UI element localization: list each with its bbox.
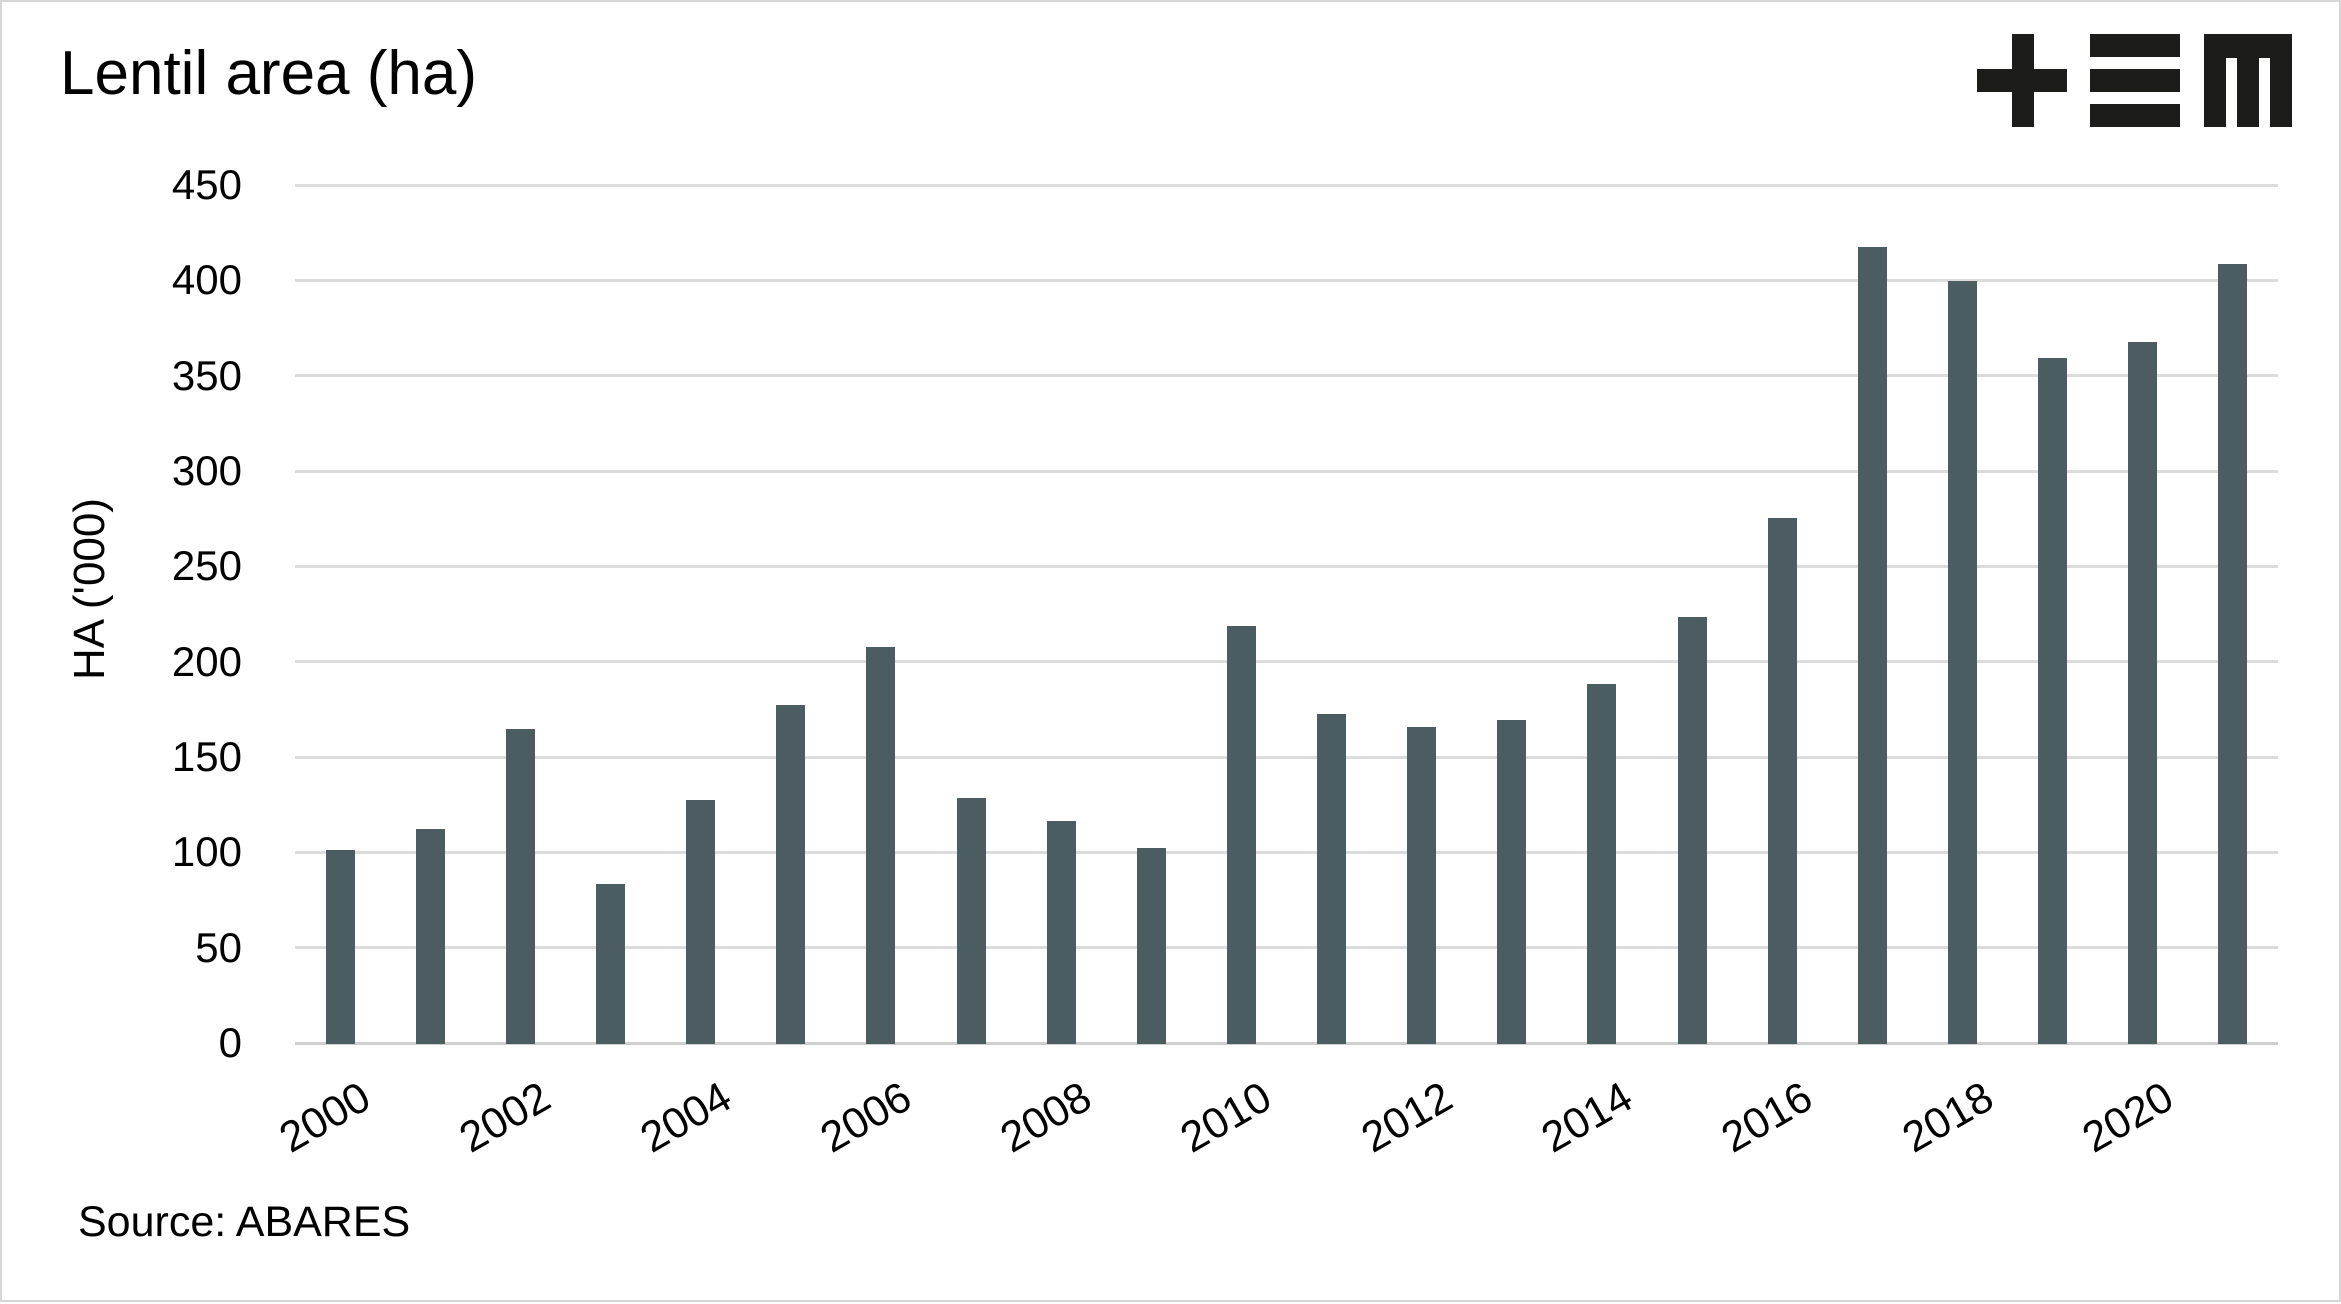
bar-2018 xyxy=(1948,281,1978,1044)
bar-2009 xyxy=(1136,848,1166,1044)
gridline xyxy=(295,850,2278,854)
gridline xyxy=(295,278,2278,282)
bar-2013 xyxy=(1497,720,1527,1044)
x-tick-label: 2006 xyxy=(812,1072,920,1163)
bar-2019 xyxy=(2038,358,2068,1044)
bar-2005 xyxy=(776,705,806,1044)
bar-2020 xyxy=(2128,342,2158,1044)
bar-2002 xyxy=(505,729,535,1044)
bar-2007 xyxy=(956,798,986,1044)
bar-2003 xyxy=(595,884,625,1044)
x-axis-line xyxy=(295,1041,2278,1045)
y-tick-label: 50 xyxy=(195,923,242,971)
y-axis-label: HA ('000) xyxy=(65,497,114,681)
x-tick-label: 2014 xyxy=(1533,1072,1641,1163)
x-tick-label: 2000 xyxy=(271,1072,379,1163)
gridline xyxy=(295,183,2278,187)
x-tick-label: 2012 xyxy=(1353,1072,1461,1163)
y-tick-label: 200 xyxy=(171,637,242,685)
x-tick-label: 2002 xyxy=(451,1072,559,1163)
bar-2021 xyxy=(2218,264,2248,1044)
triple-bar-icon xyxy=(2090,34,2180,127)
source-note: Source: ABARES xyxy=(78,1198,411,1246)
y-tick-label: 150 xyxy=(171,733,242,780)
plus-icon xyxy=(1977,34,2067,127)
x-tick-label: 2016 xyxy=(1713,1072,1821,1163)
gridline xyxy=(295,469,2278,473)
bar-2011 xyxy=(1317,714,1347,1044)
x-tick-label: 2010 xyxy=(1173,1072,1280,1163)
bar-2004 xyxy=(686,800,716,1044)
bar-2015 xyxy=(1677,617,1707,1044)
bar-2008 xyxy=(1046,821,1076,1044)
gridline xyxy=(295,374,2278,378)
m-glyph-icon xyxy=(2204,34,2292,127)
bar-2000 xyxy=(325,850,355,1044)
bar-2006 xyxy=(866,647,896,1044)
x-tick-label: 2018 xyxy=(1894,1072,2002,1163)
y-tick-label: 250 xyxy=(171,542,242,590)
gridline xyxy=(295,946,2278,950)
bar-2014 xyxy=(1587,684,1617,1044)
y-tick-label: 300 xyxy=(171,447,242,494)
bar-2016 xyxy=(1767,518,1797,1044)
x-tick-label: 2020 xyxy=(2074,1072,2182,1163)
bar-2001 xyxy=(415,829,445,1044)
x-tick-label: 2004 xyxy=(632,1072,740,1163)
chart-title: Lentil area (ha) xyxy=(60,39,478,108)
bar-2010 xyxy=(1226,626,1256,1044)
y-tick-label: 100 xyxy=(171,828,242,876)
x-tick-label: 2008 xyxy=(992,1072,1100,1163)
y-tick-label: 350 xyxy=(171,351,242,399)
bar-2012 xyxy=(1407,727,1437,1044)
gridline xyxy=(295,564,2278,568)
gridline xyxy=(295,660,2278,664)
y-tick-label: 450 xyxy=(171,161,242,208)
bar-2017 xyxy=(1857,247,1887,1044)
y-tick-label: 400 xyxy=(171,256,242,304)
gridline xyxy=(295,755,2278,759)
y-tick-label: 0 xyxy=(218,1019,242,1066)
brand-logo-icon xyxy=(1977,34,2292,127)
